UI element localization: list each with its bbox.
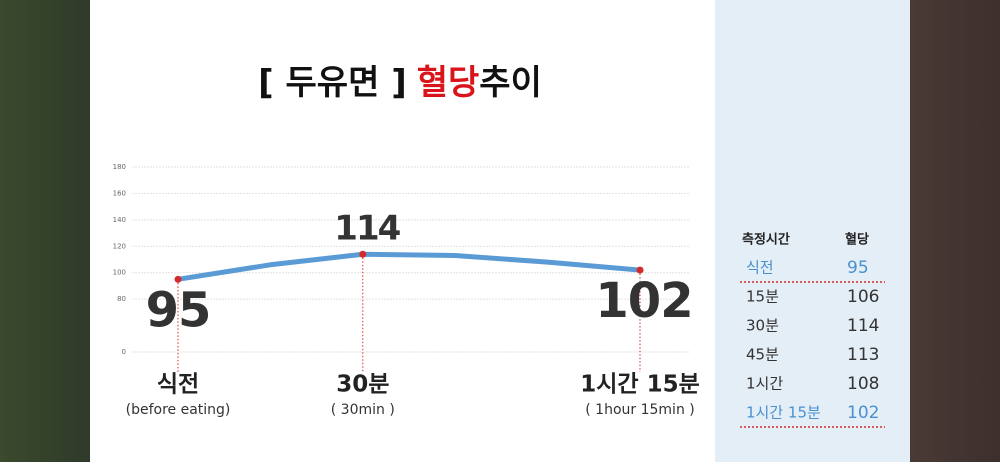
y-tick-label: 100 <box>113 269 126 277</box>
x-tick-sublabel: ( 30min ) <box>331 402 395 418</box>
x-tick-label: 1시간 15분 <box>580 372 700 398</box>
table-cell: 30분 <box>746 317 779 335</box>
table-cell: 114 <box>847 316 879 336</box>
table-cell: 113 <box>847 345 879 365</box>
x-tick-sublabel: ( 1hour 15min ) <box>585 402 694 418</box>
value-label: 95 <box>146 282 211 338</box>
y-tick-label: 160 <box>113 189 126 197</box>
point <box>359 250 367 258</box>
table-cell: 102 <box>847 403 879 423</box>
slide <box>90 0 715 462</box>
y-tick-label: 80 <box>117 295 126 303</box>
title-highlight: 혈당 <box>417 63 480 103</box>
right-backdrop <box>910 0 1000 462</box>
y-tick-label: 120 <box>113 242 126 250</box>
title: [ 두유면 ] 혈당추이 <box>258 63 542 103</box>
y-tick-label: 140 <box>113 216 126 224</box>
x-tick-label: 식전 <box>157 372 199 398</box>
title-prefix: [ 두유면 ] <box>258 63 407 103</box>
table-cell: 15분 <box>746 288 779 306</box>
left-backdrop <box>0 0 90 462</box>
point <box>174 275 182 283</box>
y-tick-label: 180 <box>113 163 126 171</box>
table-header: 측정시간 <box>742 232 790 248</box>
table-cell: 106 <box>847 287 879 307</box>
value-label: 114 <box>334 209 400 249</box>
y-tick-label: 0 <box>122 348 126 356</box>
table-cell: 108 <box>847 374 879 394</box>
table-cell: 1시간 <box>746 375 783 393</box>
table-cell: 1시간 15분 <box>746 404 821 422</box>
point <box>636 266 644 274</box>
value-label: 102 <box>595 273 692 329</box>
table-cell: 식전 <box>746 259 774 277</box>
table-header: 혈당 <box>845 232 869 248</box>
table-cell: 95 <box>847 258 869 278</box>
series-line <box>175 251 643 282</box>
x-tick-label: 30분 <box>336 372 389 398</box>
table-cell: 45분 <box>746 346 779 364</box>
table-panel <box>715 0 910 462</box>
x-tick-sublabel: (before eating) <box>126 402 231 418</box>
title-suffix: 추이 <box>479 63 542 103</box>
